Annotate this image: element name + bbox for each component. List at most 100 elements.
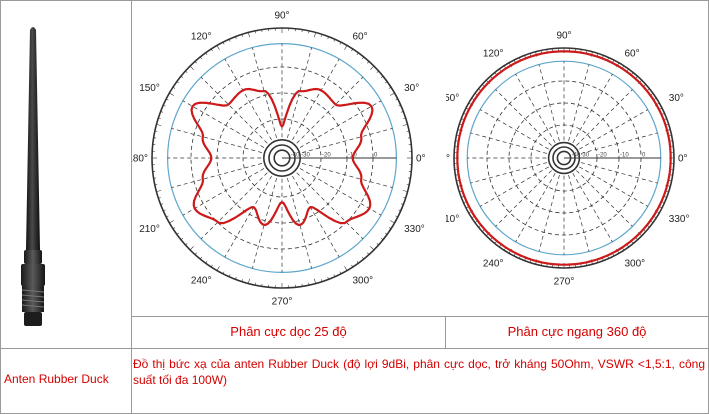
ring-tick (635, 237, 638, 240)
spoke (495, 170, 552, 227)
ring-tick (333, 274, 336, 277)
radiation-pattern-1 (456, 50, 672, 266)
ring-tick (216, 266, 220, 271)
spoke (299, 100, 382, 148)
ring-tick (351, 264, 354, 268)
ring-tick (172, 227, 176, 230)
table-divider-col (131, 0, 132, 414)
ring-tick (228, 39, 231, 42)
ring-tick (160, 203, 164, 205)
ring-tick (248, 278, 250, 284)
ring-tick (471, 216, 475, 219)
spoke (287, 47, 312, 138)
polar-grid: -40 -30 -20 -10 090°60°30°0°330°300°270°240°… (132, 11, 426, 308)
ring-tick (612, 59, 615, 63)
ring-tick (490, 76, 493, 79)
spoke (252, 47, 277, 138)
ring-tick (189, 246, 194, 251)
ring-tick (205, 52, 208, 56)
ring-tick (461, 196, 464, 198)
ring-tick (241, 279, 243, 282)
ring-tick (596, 260, 599, 263)
ring-tick (459, 123, 462, 126)
angle-label: 210° (139, 224, 160, 235)
spoke (302, 163, 393, 188)
spoke (538, 174, 560, 252)
ring-tick (163, 104, 166, 107)
ring-tick (398, 209, 401, 212)
ring-tick (503, 247, 506, 251)
ring-tick (596, 53, 599, 56)
ring-tick (653, 97, 657, 100)
ring-tick (235, 36, 237, 40)
spoke (296, 76, 364, 144)
ring-tick (490, 237, 493, 240)
ring-tick (160, 111, 164, 113)
antenna-image (21, 27, 45, 326)
radial-label: -10 (620, 153, 629, 159)
ring-tick (499, 68, 502, 72)
angle-label: 120° (483, 49, 504, 60)
ring-tick (166, 98, 169, 101)
angle-label: 150° (139, 83, 160, 94)
ring-tick (643, 84, 646, 87)
ring-tick (376, 70, 379, 73)
spoke (182, 168, 265, 216)
ring-tick (344, 45, 348, 50)
spoke (579, 109, 649, 150)
ring-tick (169, 92, 174, 96)
spoke (302, 128, 393, 153)
ring-tick (362, 56, 365, 60)
ring-tick (370, 65, 375, 70)
ring-tick (180, 238, 184, 241)
ring-tick (513, 59, 516, 63)
ring-tick (254, 282, 256, 286)
ring-tick (172, 86, 176, 89)
table-divider-captions-mid (445, 316, 446, 349)
ring-tick (241, 34, 243, 37)
table-divider-row (0, 348, 709, 349)
radiation-pattern-0 (190, 87, 374, 227)
ring-tick (612, 253, 615, 257)
spoke (479, 166, 549, 207)
spoke (224, 58, 272, 141)
ring-tick (456, 180, 459, 182)
ring-tick (210, 264, 213, 268)
spoke (171, 128, 262, 153)
ring-tick (235, 276, 237, 280)
table-border-left (0, 0, 1, 414)
angle-label: 180° (446, 154, 450, 165)
ring-tick (339, 42, 342, 45)
ring-tick (631, 241, 634, 244)
angle-label: 120° (191, 31, 212, 42)
ring-tick (176, 81, 180, 84)
ring-tick (474, 93, 478, 96)
ring-tick (626, 68, 629, 72)
angle-label: 0° (416, 154, 426, 165)
spoke (292, 58, 340, 141)
angle-label: 240° (483, 258, 504, 269)
ring-tick (463, 112, 466, 115)
ring-tick (669, 180, 672, 182)
ring-tick (653, 216, 657, 219)
ring-tick (308, 30, 310, 34)
ring-tick (659, 107, 663, 110)
ring-tick (180, 75, 184, 78)
ring-tick (494, 72, 497, 75)
spoke (292, 175, 340, 258)
spoke (579, 166, 649, 207)
ring-tick (189, 65, 194, 70)
spoke (568, 174, 590, 252)
ring-tick (478, 88, 481, 91)
angle-label: 240° (191, 276, 212, 287)
ring-tick (158, 197, 161, 199)
ring-tick (529, 260, 532, 263)
ring-tick (524, 55, 526, 58)
radial-label: -30 (580, 153, 589, 159)
spoke (576, 89, 633, 146)
antenna-description: Đồ thị bức xạ của anten Rubber Duck (độ … (133, 357, 705, 387)
ring-tick (163, 209, 166, 212)
spoke (580, 162, 658, 184)
ring-tick (602, 258, 604, 261)
ring-tick (540, 263, 542, 266)
